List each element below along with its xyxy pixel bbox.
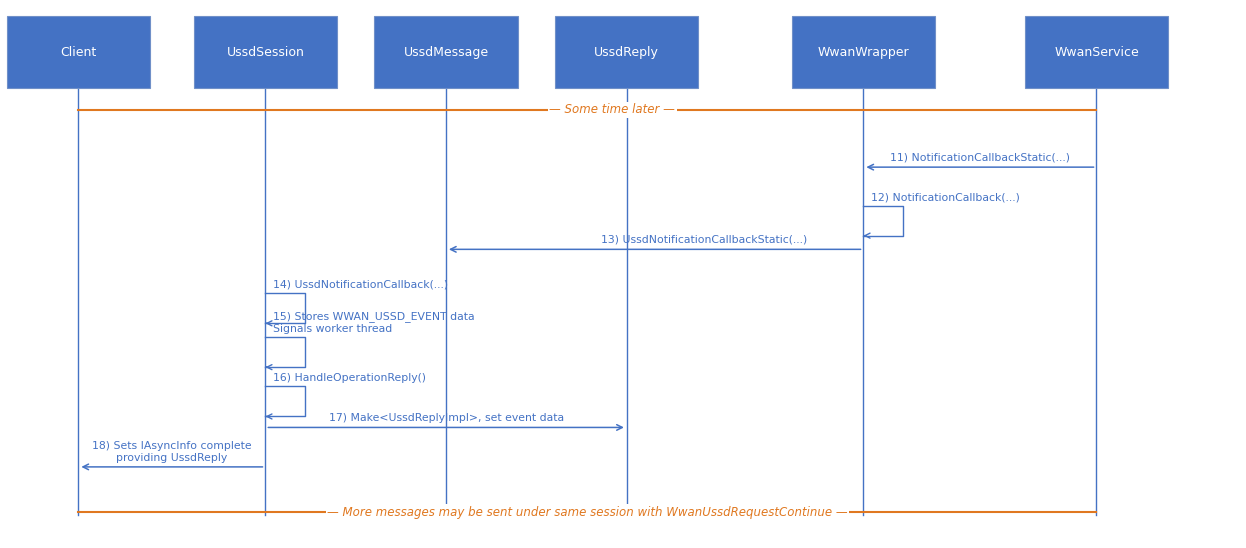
- FancyBboxPatch shape: [554, 16, 698, 88]
- Text: WwanWrapper: WwanWrapper: [817, 45, 910, 59]
- Text: 16) HandleOperationReply(): 16) HandleOperationReply(): [273, 373, 426, 383]
- Text: UssdSession: UssdSession: [227, 45, 304, 59]
- Text: UssdReply: UssdReply: [594, 45, 659, 59]
- FancyBboxPatch shape: [374, 16, 518, 88]
- Text: 14) UssdNotificationCallback(...): 14) UssdNotificationCallback(...): [273, 280, 449, 290]
- FancyBboxPatch shape: [1024, 16, 1169, 88]
- Text: 12) NotificationCallback(...): 12) NotificationCallback(...): [871, 192, 1019, 202]
- Text: UssdMessage: UssdMessage: [404, 45, 488, 59]
- Text: 13) UssdNotificationCallbackStatic(...): 13) UssdNotificationCallbackStatic(...): [602, 235, 807, 245]
- Text: 17) Make<UssdReplyImpl>, set event data: 17) Make<UssdReplyImpl>, set event data: [329, 413, 563, 423]
- Text: — Some time later —: — Some time later —: [549, 103, 675, 116]
- Text: — More messages may be sent under same session with WwanUssdRequestContinue —: — More messages may be sent under same s…: [328, 506, 847, 519]
- Text: Client: Client: [60, 45, 97, 59]
- FancyBboxPatch shape: [792, 16, 934, 88]
- Text: 15) Stores WWAN_USSD_EVENT data
Signals worker thread: 15) Stores WWAN_USSD_EVENT data Signals …: [273, 311, 475, 334]
- Text: WwanService: WwanService: [1054, 45, 1139, 59]
- Text: 11) NotificationCallbackStatic(...): 11) NotificationCallbackStatic(...): [890, 153, 1070, 163]
- Text: 18) Sets IAsyncInfo complete
providing UssdReply: 18) Sets IAsyncInfo complete providing U…: [92, 441, 252, 463]
- FancyBboxPatch shape: [194, 16, 336, 88]
- FancyBboxPatch shape: [6, 16, 150, 88]
